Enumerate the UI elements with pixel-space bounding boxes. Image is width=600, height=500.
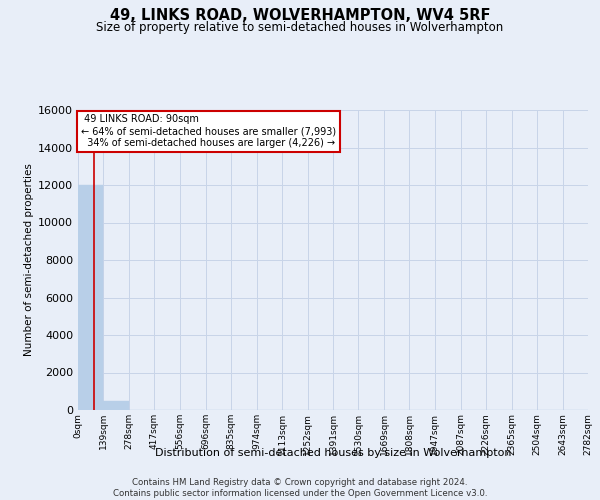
Text: 49, LINKS ROAD, WOLVERHAMPTON, WV4 5RF: 49, LINKS ROAD, WOLVERHAMPTON, WV4 5RF (110, 8, 490, 22)
Text: Size of property relative to semi-detached houses in Wolverhampton: Size of property relative to semi-detach… (97, 21, 503, 34)
Text: 49 LINKS ROAD: 90sqm
← 64% of semi-detached houses are smaller (7,993)
  34% of : 49 LINKS ROAD: 90sqm ← 64% of semi-detac… (80, 114, 335, 148)
Bar (103, 400, 129, 410)
Text: Distribution of semi-detached houses by size in Wolverhampton: Distribution of semi-detached houses by … (155, 448, 511, 458)
Y-axis label: Number of semi-detached properties: Number of semi-detached properties (24, 164, 34, 356)
Text: Contains HM Land Registry data © Crown copyright and database right 2024.
Contai: Contains HM Land Registry data © Crown c… (113, 478, 487, 498)
Bar (78, 185, 103, 410)
